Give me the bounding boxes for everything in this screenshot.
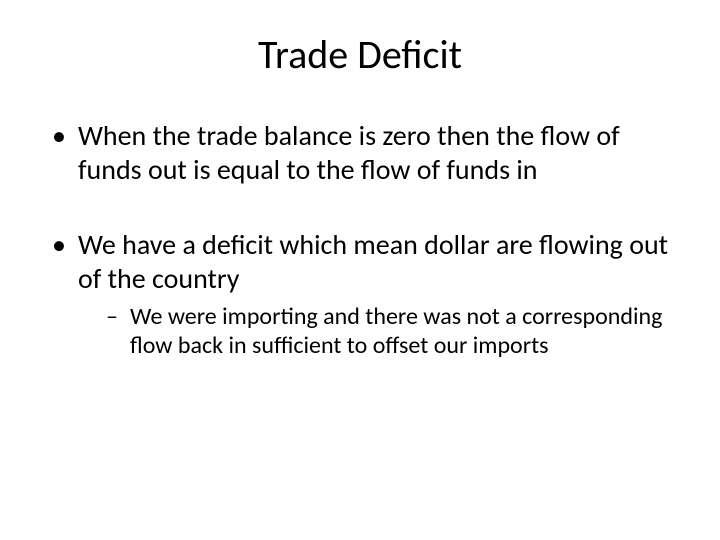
slide: Trade Deficit When the trade balance is … bbox=[0, 0, 720, 540]
bullet-item: When the trade balance is zero then the … bbox=[50, 119, 680, 186]
bullet-text: When the trade balance is zero then the … bbox=[78, 118, 620, 187]
bullet-text: We have a deficit which mean dollar are … bbox=[78, 227, 668, 296]
bullet-list: When the trade balance is zero then the … bbox=[50, 119, 680, 361]
sub-bullet-text: We were importing and there was not a co… bbox=[130, 302, 662, 360]
bullet-item: We have a deficit which mean dollar are … bbox=[50, 228, 680, 361]
sub-bullet-item: We were importing and there was not a co… bbox=[106, 303, 680, 361]
sub-bullet-list: We were importing and there was not a co… bbox=[106, 303, 680, 361]
slide-title: Trade Deficit bbox=[40, 30, 680, 79]
